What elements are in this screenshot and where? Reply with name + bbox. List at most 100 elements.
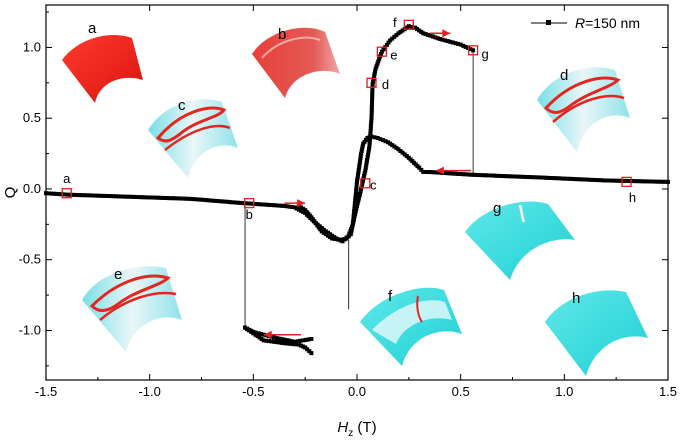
legend-label-prefix: R [575, 15, 585, 31]
data-point [583, 177, 588, 182]
data-point [421, 31, 426, 36]
data-point [279, 340, 284, 345]
data-point [435, 170, 440, 175]
inset-label-g: g [493, 200, 501, 217]
data-point [344, 236, 349, 241]
data-point [307, 349, 312, 354]
data-point [299, 205, 303, 210]
x-axis-label-main: H [337, 419, 348, 436]
data-point [383, 139, 388, 144]
data-point [171, 196, 175, 201]
y-tick-label: 0.5 [23, 110, 41, 125]
data-point [215, 199, 219, 203]
x-axis-label: Hz (T) [337, 419, 376, 439]
state-marker-d [366, 77, 377, 88]
data-point [376, 59, 381, 64]
inset-e [82, 266, 182, 352]
inset-label-a: a [88, 20, 97, 37]
data-point [155, 195, 160, 200]
data-point [269, 339, 274, 344]
data-point [367, 141, 372, 146]
data-point [435, 36, 440, 41]
data-point [114, 194, 118, 199]
data-point [364, 160, 369, 165]
data-point [577, 177, 582, 182]
data-point [593, 178, 598, 182]
data-point [367, 147, 371, 152]
data-point [266, 339, 271, 344]
data-point [468, 47, 473, 52]
data-point [468, 172, 473, 177]
data-point [505, 174, 509, 179]
data-point [461, 172, 465, 177]
data-point [360, 144, 365, 149]
data-point [243, 325, 247, 330]
data-point [450, 40, 455, 45]
data-point [62, 192, 67, 197]
data-point [362, 171, 367, 176]
data-point [585, 177, 590, 182]
arrow-head-left [263, 330, 272, 339]
data-point [279, 203, 284, 208]
legend: R=150 nm [531, 15, 640, 31]
data-point [126, 194, 131, 199]
data-point [98, 193, 103, 198]
data-point [202, 197, 207, 202]
inset-g [465, 201, 575, 280]
data-point [277, 340, 282, 345]
data-point [295, 339, 300, 344]
inset-labels: a b c d e f g h [88, 20, 580, 307]
inset-label-c: c [178, 97, 186, 114]
data-point [355, 175, 360, 180]
data-point [360, 179, 365, 184]
data-point [351, 211, 356, 216]
inset-h [545, 290, 648, 376]
data-point [400, 150, 405, 155]
data-point [266, 202, 271, 207]
data-point [51, 191, 56, 196]
data-point [653, 179, 657, 184]
data-point [372, 74, 377, 79]
data-point [359, 149, 364, 154]
data-point [461, 43, 466, 48]
data-point [523, 174, 528, 179]
data-point [309, 351, 314, 356]
data-point [274, 336, 279, 341]
data-point [497, 173, 502, 178]
data-point [494, 173, 499, 178]
data-point [541, 175, 546, 180]
data-point [369, 121, 374, 126]
data-point [567, 176, 572, 181]
data-point [116, 194, 121, 199]
data-point [257, 335, 262, 340]
data-point [417, 28, 422, 33]
data-point [119, 194, 124, 199]
data-point [259, 332, 264, 336]
x-axis-label-unit: (T) [353, 419, 376, 436]
data-point [357, 161, 362, 165]
state-marker-g [467, 45, 479, 56]
data-point [290, 205, 295, 209]
x-axis-label-sub: z [348, 428, 353, 439]
data-point [49, 191, 54, 196]
data-point [255, 334, 260, 339]
data-point [520, 174, 525, 179]
data-point [287, 341, 292, 346]
data-point [402, 152, 407, 157]
data-point [372, 135, 377, 140]
data-point [67, 192, 72, 197]
data-point [370, 100, 374, 105]
inset-label-e: e [114, 266, 122, 283]
legend-marker [546, 20, 551, 25]
data-point [303, 345, 308, 350]
data-point [163, 196, 168, 200]
data-point [455, 171, 460, 176]
data-point [88, 193, 93, 198]
data-point [354, 190, 358, 195]
data-point [296, 207, 301, 212]
data-point [369, 116, 374, 121]
inset-label-b: b [278, 26, 286, 43]
data-point [386, 140, 391, 145]
data-point [75, 193, 80, 197]
data-point [360, 146, 365, 151]
